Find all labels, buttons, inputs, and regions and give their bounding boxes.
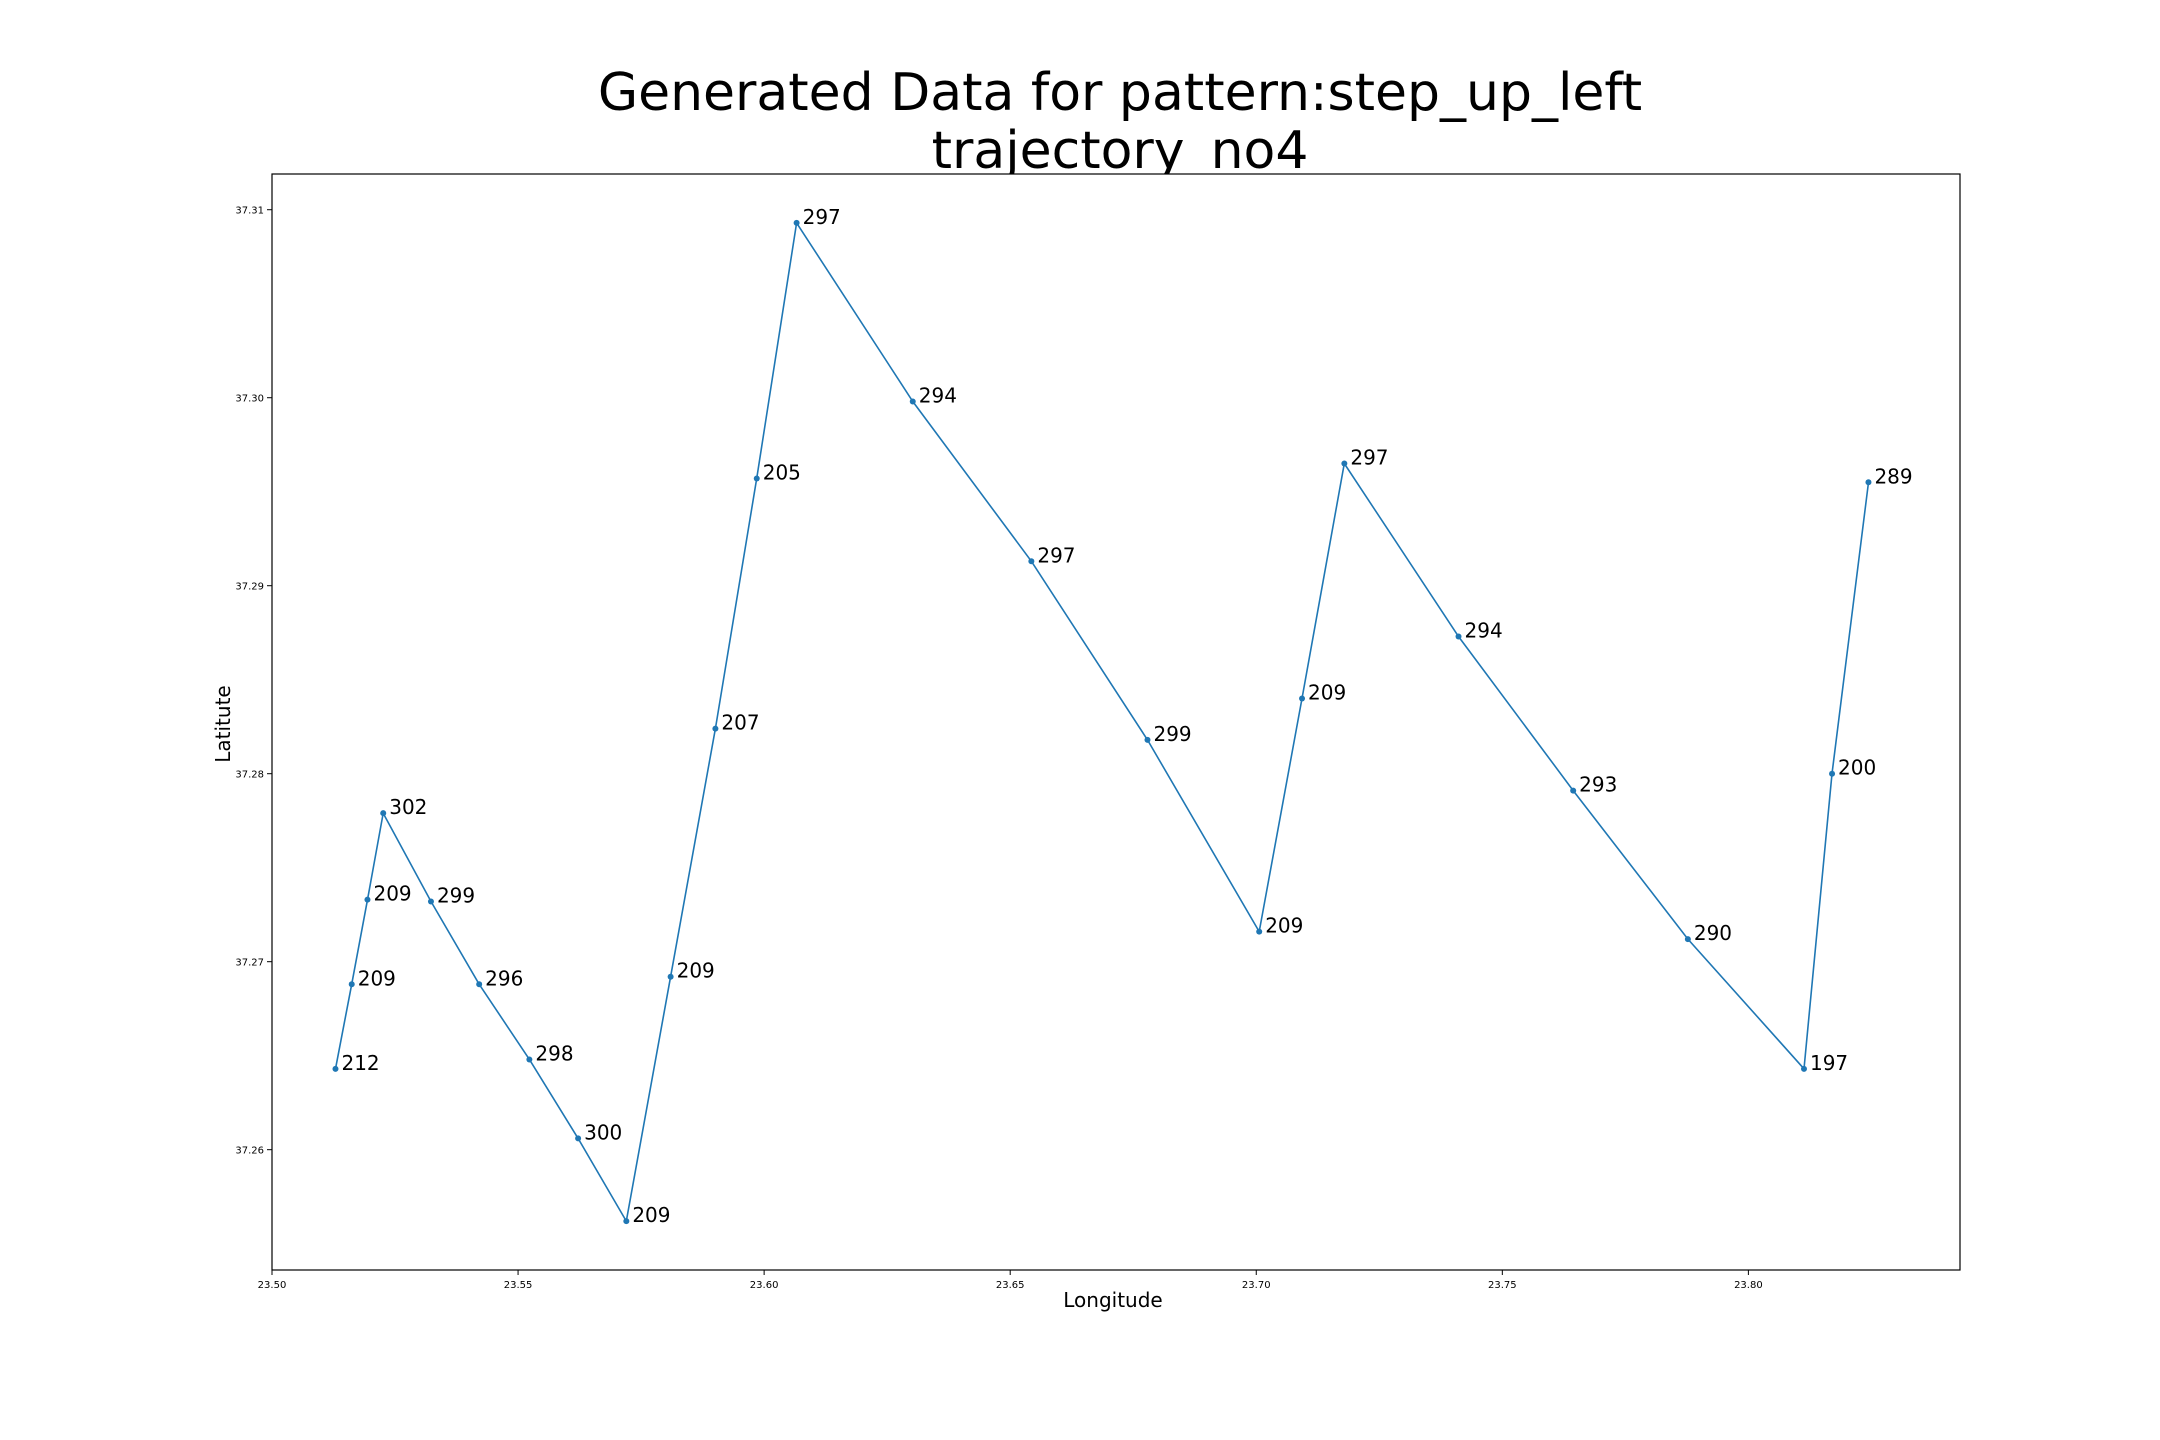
data-point-label: 209	[632, 1203, 670, 1227]
data-point-label: 300	[584, 1120, 622, 1144]
data-point-label: 296	[485, 966, 523, 990]
y-tick-label: 37.29	[235, 582, 264, 593]
data-point-label: 294	[1465, 618, 1503, 642]
data-point	[575, 1135, 582, 1142]
data-point	[348, 981, 355, 988]
data-point	[1570, 787, 1577, 794]
data-point	[1341, 460, 1348, 467]
data-point-label: 299	[1153, 722, 1191, 746]
x-tick-label: 23.80	[1734, 1280, 1763, 1291]
data-point	[623, 1218, 630, 1225]
y-axis-label: Latitute	[211, 685, 235, 762]
y-axis-ticks: 37.26 37.27 37.28 37.29 37.30 37.31	[235, 206, 272, 1157]
data-point	[667, 973, 674, 980]
data-point	[753, 475, 760, 482]
data-point	[712, 725, 719, 732]
data-point	[793, 219, 800, 226]
data-point	[332, 1065, 339, 1072]
data-point	[1684, 936, 1691, 943]
data-point-label: 209	[1308, 681, 1346, 705]
data-point	[1455, 633, 1462, 640]
data-point-label: 209	[358, 966, 396, 990]
data-point-label: 200	[1838, 756, 1876, 780]
x-axis-ticks: 23.50 23.55 23.60 23.65 23.70 23.75 23.80	[258, 1270, 1763, 1291]
y-tick-label: 37.28	[235, 770, 264, 781]
data-point-label: 207	[721, 711, 759, 735]
x-tick-label: 23.75	[1488, 1280, 1517, 1291]
data-point	[1028, 558, 1035, 565]
data-point-label: 197	[1810, 1051, 1848, 1075]
x-tick-label: 23.50	[258, 1280, 287, 1291]
data-point	[1299, 695, 1306, 702]
x-tick-label: 23.60	[750, 1280, 779, 1291]
x-tick-label: 23.70	[1242, 1280, 1271, 1291]
data-point	[909, 398, 916, 405]
y-tick-label: 37.30	[235, 394, 264, 405]
chart-subtitle: trajectory_no4	[932, 121, 1309, 181]
plot-area	[271, 173, 1961, 1271]
y-tick-label: 37.27	[235, 958, 264, 969]
data-point-label: 297	[1350, 446, 1388, 470]
x-axis-label: Longitude	[1063, 1288, 1162, 1312]
series-layer	[332, 219, 1872, 1225]
data-point	[380, 810, 387, 817]
y-tick-label: 37.26	[235, 1146, 264, 1157]
data-labels: 212 209 209 302 299 296 298 300 209 209 207 205 297 2…	[341, 205, 1912, 1227]
data-point-label: 212	[341, 1051, 379, 1075]
data-point-label: 209	[1265, 914, 1303, 938]
data-point-label: 209	[373, 882, 411, 906]
data-point-label: 298	[535, 1041, 573, 1065]
data-point-label: 205	[763, 461, 801, 485]
x-tick-label: 23.65	[996, 1280, 1025, 1291]
chart-title: Generated Data for pattern:step_up_left	[598, 63, 1642, 123]
x-tick-label: 23.55	[504, 1280, 533, 1291]
data-point	[1865, 479, 1872, 486]
data-point	[526, 1056, 533, 1063]
data-point-label: 299	[437, 884, 475, 908]
data-point-label: 209	[677, 959, 715, 983]
y-tick-label: 37.31	[235, 206, 264, 217]
data-point	[1800, 1065, 1807, 1072]
data-point	[427, 898, 434, 905]
data-point	[476, 981, 483, 988]
data-point-label: 302	[389, 795, 427, 819]
data-point-label: 289	[1874, 464, 1912, 488]
data-point-label: 294	[919, 383, 957, 407]
data-point-label: 297	[1037, 543, 1075, 567]
data-point-label: 297	[803, 205, 841, 229]
data-point	[1144, 736, 1151, 743]
data-point-label: 293	[1579, 773, 1617, 797]
data-point	[1256, 928, 1263, 935]
data-point	[1829, 770, 1836, 777]
data-point	[364, 896, 371, 903]
data-point-label: 290	[1694, 921, 1732, 945]
